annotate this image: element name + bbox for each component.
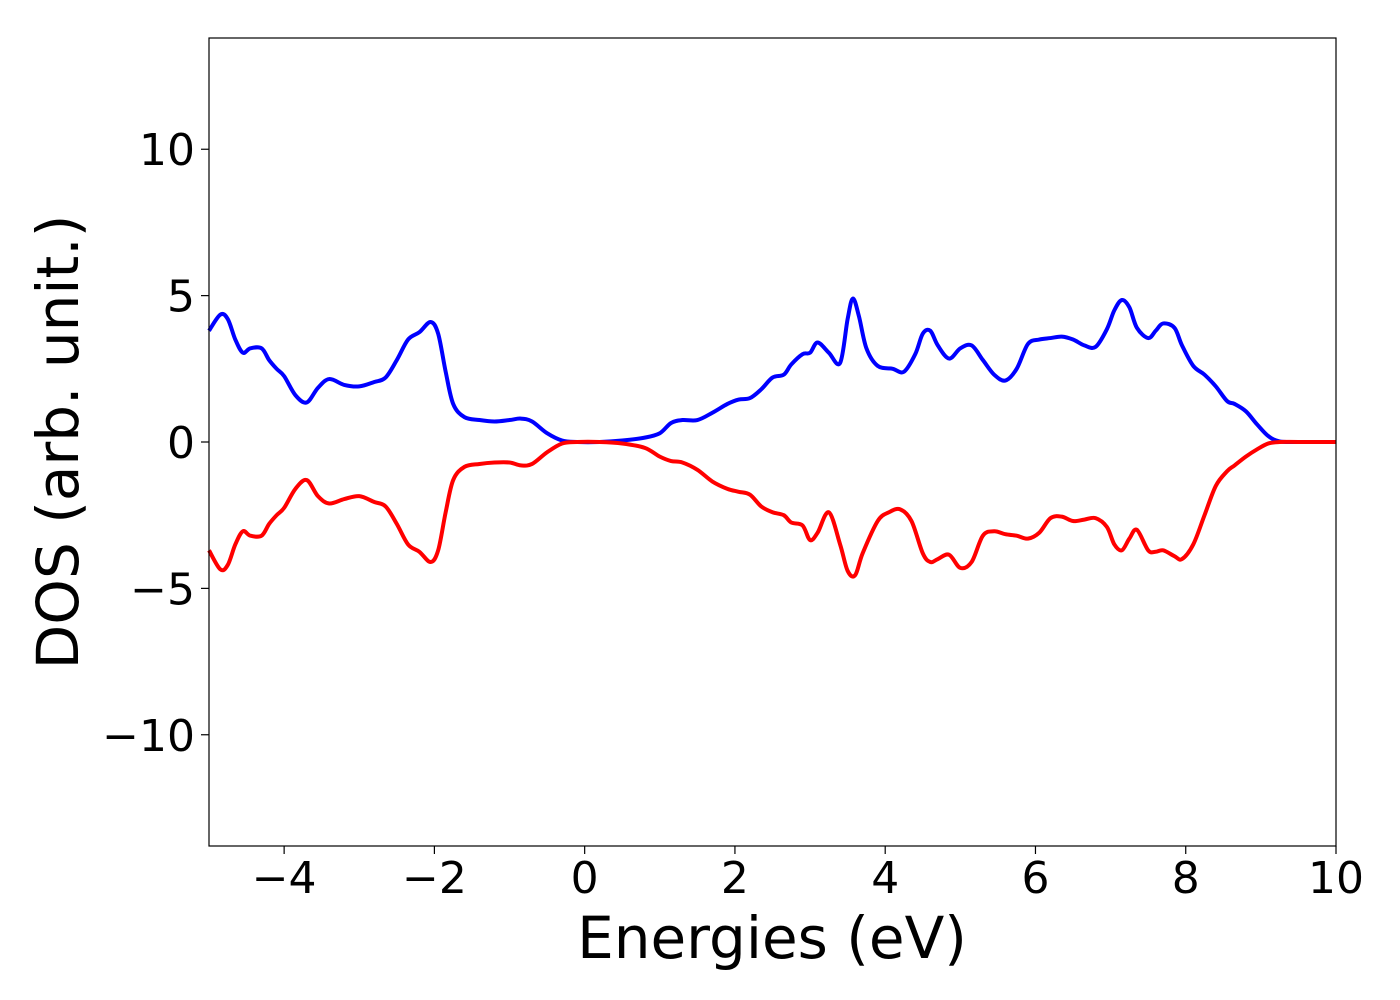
- x-tick-label: −4: [252, 853, 317, 904]
- x-tick-label: 4: [871, 853, 899, 904]
- y-tick-label: −10: [102, 711, 195, 762]
- y-tick-label: 5: [167, 272, 195, 323]
- y-tick-label: 10: [139, 125, 195, 176]
- series-layer: [207, 296, 1337, 579]
- x-axis: −4 −2 0 2 4 6 8 10: [252, 846, 1364, 904]
- x-tick-label: 10: [1308, 853, 1364, 904]
- x-tick-label: 0: [571, 853, 599, 904]
- x-axis-title: Energies (eV): [577, 904, 967, 972]
- series-line-1: [207, 296, 1337, 445]
- y-tick-label: −5: [130, 564, 195, 615]
- y-tick-label: 0: [167, 418, 195, 469]
- x-tick-label: 6: [1021, 853, 1049, 904]
- y-axis-title: DOS (arb. unit.): [24, 215, 92, 670]
- x-tick-label: 2: [721, 853, 749, 904]
- series-line-2: [207, 439, 1336, 579]
- y-axis: −10 −5 0 5 10: [102, 125, 209, 762]
- plot-area: [209, 38, 1336, 846]
- x-tick-label: 8: [1172, 853, 1200, 904]
- x-tick-label: −2: [402, 853, 467, 904]
